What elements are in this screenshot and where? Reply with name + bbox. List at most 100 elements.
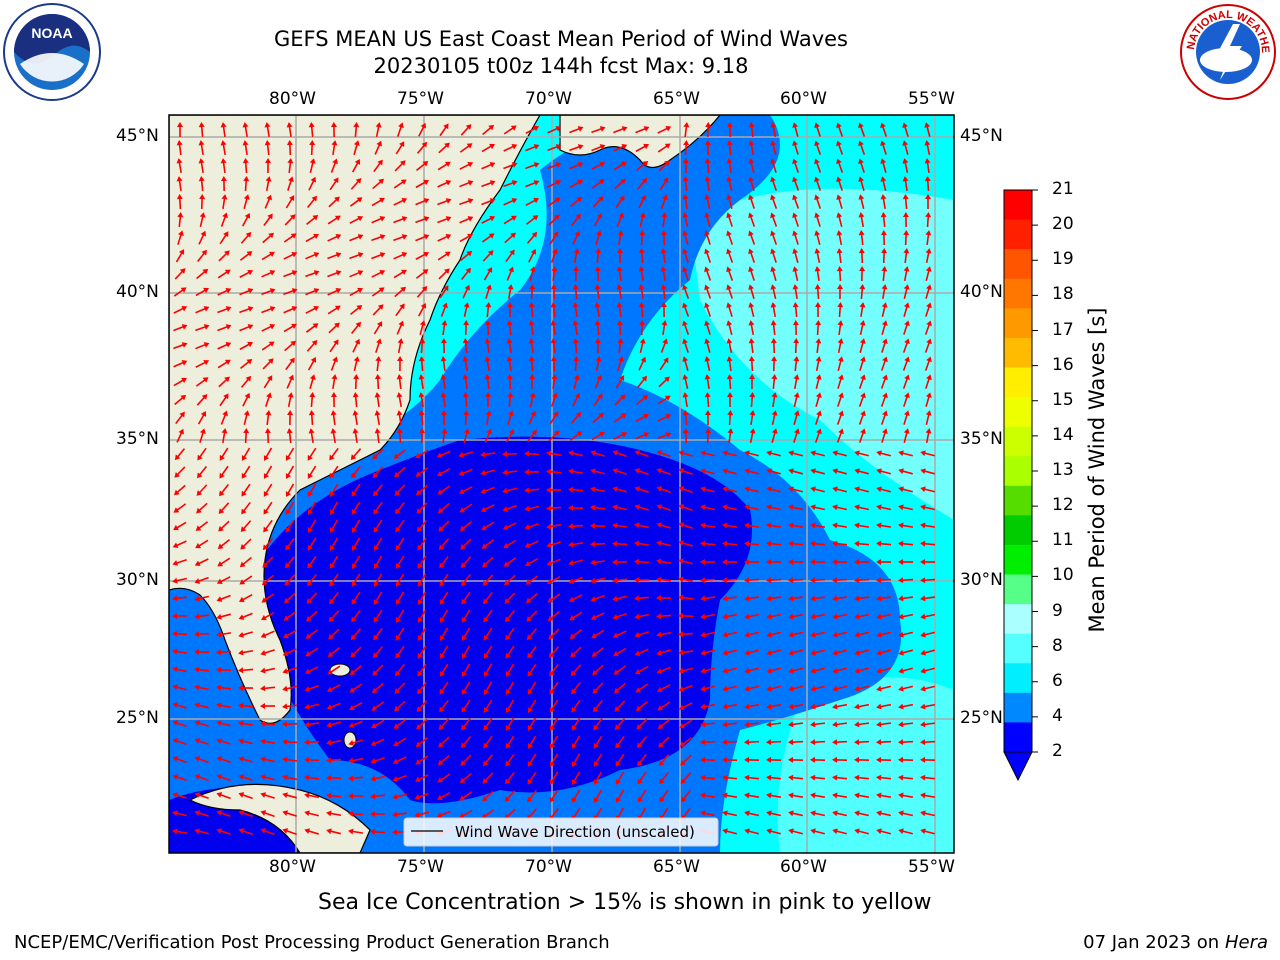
wave-direction-arrow bbox=[660, 194, 668, 209]
wave-direction-arrow bbox=[243, 194, 250, 209]
wave-direction-arrow bbox=[528, 356, 535, 372]
wave-direction-arrow bbox=[437, 198, 452, 206]
wave-direction-arrow bbox=[484, 338, 491, 354]
wave-direction-arrow bbox=[637, 771, 647, 785]
wave-direction-arrow bbox=[264, 122, 271, 138]
wave-direction-arrow bbox=[590, 577, 605, 584]
wave-direction-arrow bbox=[880, 374, 888, 389]
colorbar-tick-label: 9 bbox=[1052, 600, 1063, 621]
wave-direction-arrow bbox=[260, 828, 275, 836]
wave-direction-arrow bbox=[437, 161, 451, 171]
wave-direction-arrow bbox=[371, 287, 385, 297]
wave-direction-arrow bbox=[876, 613, 892, 620]
wave-direction-arrow bbox=[726, 140, 733, 156]
wave-direction-arrow bbox=[920, 810, 936, 817]
wave-direction-arrow bbox=[172, 595, 188, 602]
wave-direction-arrow bbox=[529, 392, 536, 408]
wave-direction-arrow bbox=[682, 392, 689, 408]
wave-direction-arrow bbox=[419, 320, 426, 335]
wave-direction-arrow bbox=[309, 158, 316, 173]
wind-wave-arrows bbox=[172, 122, 936, 839]
wave-direction-arrow bbox=[173, 503, 187, 513]
wave-direction-arrow bbox=[814, 212, 821, 227]
colorbar-segment bbox=[1004, 337, 1032, 368]
wave-direction-arrow bbox=[568, 576, 583, 584]
wave-direction-arrow bbox=[507, 410, 514, 425]
wave-direction-arrow bbox=[636, 736, 648, 749]
wave-direction-arrow bbox=[920, 649, 935, 656]
wave-direction-arrow bbox=[173, 360, 188, 368]
wave-direction-arrow bbox=[283, 323, 297, 333]
wave-direction-arrow bbox=[572, 320, 579, 336]
wave-direction-arrow bbox=[612, 577, 628, 584]
wave-direction-arrow bbox=[726, 374, 733, 390]
wave-direction-arrow bbox=[591, 179, 605, 189]
wave-direction-arrow bbox=[744, 739, 760, 746]
wave-direction-arrow bbox=[370, 757, 385, 764]
wave-direction-arrow bbox=[459, 161, 474, 170]
colorbar-tick-label: 6 bbox=[1052, 670, 1063, 691]
wave-direction-arrow bbox=[549, 681, 559, 695]
wave-direction-arrow bbox=[282, 666, 297, 674]
wave-direction-arrow bbox=[172, 828, 188, 835]
wave-direction-arrow bbox=[197, 249, 207, 262]
wave-direction-arrow bbox=[592, 682, 604, 694]
wave-direction-arrow bbox=[461, 681, 471, 695]
wave-direction-arrow bbox=[770, 122, 777, 138]
wave-direction-arrow bbox=[854, 685, 869, 692]
wave-direction-arrow bbox=[484, 374, 491, 390]
wave-direction-arrow bbox=[525, 180, 540, 188]
wave-direction-arrow bbox=[744, 486, 759, 493]
wave-direction-arrow bbox=[261, 251, 275, 261]
wave-direction-arrow bbox=[305, 305, 320, 314]
wave-direction-arrow bbox=[876, 774, 892, 781]
wave-direction-arrow bbox=[744, 613, 760, 620]
wave-direction-arrow bbox=[284, 556, 296, 569]
wave-direction-arrow bbox=[481, 809, 495, 819]
wave-direction-arrow bbox=[174, 268, 186, 280]
wave-direction-arrow bbox=[678, 486, 693, 494]
wave-direction-arrow bbox=[903, 230, 910, 246]
wave-direction-arrow bbox=[704, 248, 712, 263]
wave-direction-arrow bbox=[656, 504, 671, 511]
wave-direction-arrow bbox=[305, 270, 320, 278]
wave-direction-arrow bbox=[766, 756, 782, 763]
wave-direction-arrow bbox=[659, 177, 669, 191]
wave-direction-arrow bbox=[460, 754, 472, 766]
wave-direction-arrow bbox=[660, 284, 667, 300]
wave-direction-arrow bbox=[242, 392, 251, 407]
wave-direction-arrow bbox=[263, 501, 273, 515]
wave-direction-arrow bbox=[810, 649, 825, 656]
wave-direction-arrow bbox=[591, 161, 606, 170]
wave-direction-arrow bbox=[304, 703, 319, 710]
wave-direction-arrow bbox=[305, 252, 320, 260]
wave-direction-arrow bbox=[331, 374, 338, 390]
wave-direction-arrow bbox=[265, 176, 272, 192]
wave-direction-arrow bbox=[218, 250, 230, 262]
wave-direction-arrow bbox=[349, 215, 364, 224]
wave-direction-arrow bbox=[726, 302, 733, 317]
wave-direction-arrow bbox=[528, 320, 535, 336]
wave-direction-arrow bbox=[836, 392, 844, 407]
wave-direction-arrow bbox=[282, 828, 297, 836]
wave-direction-arrow bbox=[261, 574, 274, 586]
wave-direction-arrow bbox=[370, 811, 386, 818]
wave-direction-arrow bbox=[766, 703, 782, 710]
wave-direction-arrow bbox=[832, 739, 848, 746]
wave-direction-arrow bbox=[417, 573, 427, 587]
wave-direction-arrow bbox=[591, 431, 605, 441]
wave-direction-arrow bbox=[305, 629, 319, 639]
wave-direction-arrow bbox=[348, 828, 364, 835]
wave-direction-arrow bbox=[481, 143, 495, 153]
wave-direction-arrow bbox=[793, 392, 800, 407]
wave-direction-arrow bbox=[678, 702, 693, 711]
wave-direction-arrow bbox=[590, 468, 605, 475]
wave-direction-arrow bbox=[525, 125, 540, 135]
wave-direction-arrow bbox=[788, 613, 804, 620]
wave-direction-arrow bbox=[837, 338, 844, 354]
wave-direction-arrow bbox=[571, 789, 581, 803]
wave-direction-arrow bbox=[722, 558, 738, 565]
wave-direction-arrow bbox=[373, 501, 383, 515]
wave-direction-arrow bbox=[241, 212, 251, 227]
wave-direction-arrow bbox=[262, 538, 274, 551]
